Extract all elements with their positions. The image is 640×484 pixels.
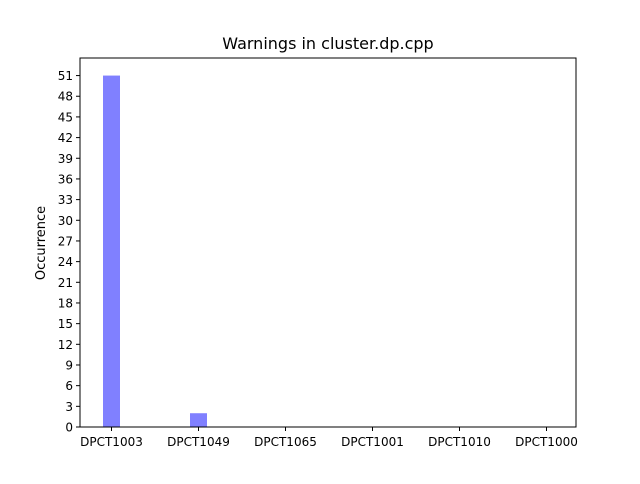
x-tick-label: DPCT1049 bbox=[167, 435, 230, 449]
y-axis-label: Occurrence bbox=[34, 206, 49, 280]
y-tick-label: 6 bbox=[65, 379, 73, 393]
y-tick-label: 39 bbox=[58, 152, 73, 166]
x-tick-label: DPCT1000 bbox=[515, 435, 578, 449]
bar-dpct1003 bbox=[103, 75, 120, 428]
plot-area-frame bbox=[79, 57, 577, 428]
y-tick-label: 24 bbox=[58, 255, 73, 269]
y-tick-label: 51 bbox=[58, 69, 73, 83]
y-tick-label: 3 bbox=[65, 400, 73, 414]
y-tick-label: 27 bbox=[58, 234, 73, 248]
y-tick-label: 48 bbox=[58, 90, 73, 104]
x-tick-label: DPCT1003 bbox=[80, 435, 143, 449]
chart-title: Warnings in cluster.dp.cpp bbox=[222, 34, 433, 53]
y-tick-label: 33 bbox=[58, 193, 73, 207]
x-axis-ticks: DPCT1003 DPCT1049 DPCT1065 DPCT1001 DPCT1010… bbox=[80, 427, 578, 449]
y-tick-label: 18 bbox=[58, 296, 73, 310]
bars bbox=[103, 75, 207, 428]
x-tick-label: DPCT1065 bbox=[254, 435, 317, 449]
y-tick-label: 30 bbox=[58, 214, 73, 228]
x-tick-label: DPCT1001 bbox=[341, 435, 404, 449]
y-tick-label: 42 bbox=[58, 131, 73, 145]
y-tick-label: 21 bbox=[58, 276, 73, 290]
y-tick-label: 36 bbox=[58, 172, 73, 186]
y-tick-label: 12 bbox=[58, 338, 73, 352]
y-tick-label: 45 bbox=[58, 110, 73, 124]
x-tick-label: DPCT1010 bbox=[428, 435, 491, 449]
y-tick-label: 0 bbox=[65, 421, 73, 435]
bar-dpct1049 bbox=[190, 413, 207, 427]
y-tick-label: 15 bbox=[58, 317, 73, 331]
y-tick-label: 9 bbox=[65, 358, 73, 372]
